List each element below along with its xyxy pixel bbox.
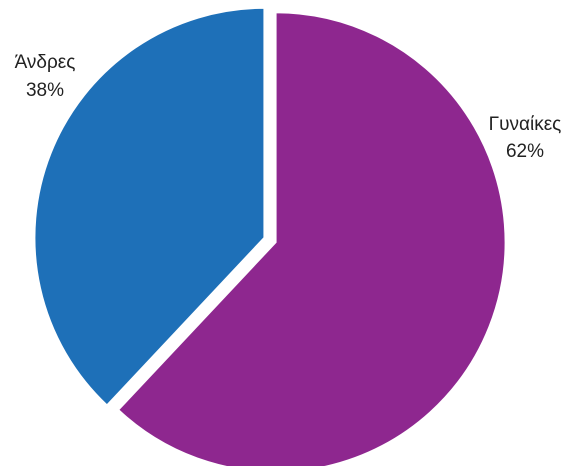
pie-slice-women	[116, 11, 507, 466]
labels-group: Γυναίκες 62% Άνδρες 38%	[15, 52, 562, 162]
slice-name-label: Άνδρες	[15, 52, 76, 73]
slice-value-label: 38%	[26, 80, 64, 101]
slice-name-label: Γυναίκες	[489, 114, 562, 135]
pie-slice-men	[33, 6, 266, 407]
slices-group	[33, 6, 507, 466]
slice-value-label: 62%	[506, 141, 544, 162]
